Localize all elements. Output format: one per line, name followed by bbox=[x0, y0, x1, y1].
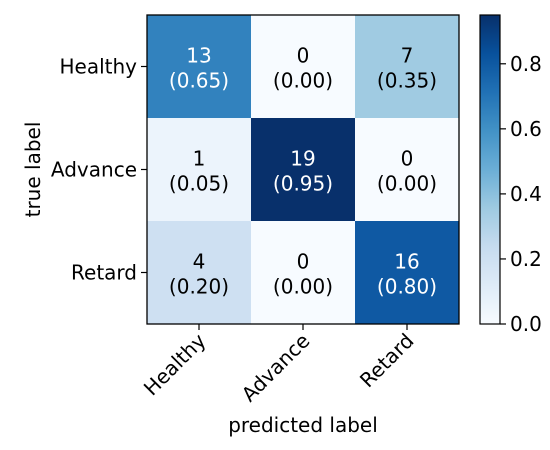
x-axis-title: predicted label bbox=[228, 413, 378, 437]
heatmap-cell bbox=[355, 221, 459, 324]
y-tick-label: Healthy bbox=[59, 55, 137, 79]
x-tick-label: Retard bbox=[355, 329, 419, 393]
cell-proportion-label: (0.00) bbox=[273, 275, 333, 299]
x-tick-label: Healthy bbox=[139, 328, 211, 400]
colorbar-tick-label: 0.8 bbox=[510, 52, 542, 76]
cell-proportion-label: (0.20) bbox=[169, 275, 229, 299]
cell-proportion-label: (0.00) bbox=[377, 172, 437, 196]
heatmap-cells: 13(0.65)0(0.00)7(0.35)1(0.05)19(0.95)0(0… bbox=[147, 15, 459, 324]
colorbar-tick-label: 0.0 bbox=[510, 312, 542, 336]
heatmap-cell bbox=[147, 15, 251, 118]
cell-count-label: 13 bbox=[186, 44, 211, 68]
cell-count-label: 0 bbox=[401, 147, 414, 171]
cell-count-label: 0 bbox=[297, 250, 310, 274]
colorbar-tick-label: 0.2 bbox=[510, 247, 542, 271]
cell-count-label: 4 bbox=[193, 250, 206, 274]
cell-count-label: 7 bbox=[401, 44, 414, 68]
colorbar-tick-label: 0.4 bbox=[510, 182, 542, 206]
colorbar bbox=[479, 14, 501, 325]
heatmap-cell bbox=[251, 15, 355, 118]
cell-proportion-label: (0.80) bbox=[377, 275, 437, 299]
cell-count-label: 1 bbox=[193, 147, 206, 171]
cell-count-label: 0 bbox=[297, 44, 310, 68]
cell-proportion-label: (0.35) bbox=[377, 69, 437, 93]
heatmap-cell bbox=[147, 221, 251, 324]
colorbar-ticks: 0.0 0.2 0.4 0.6 0.8 bbox=[500, 52, 542, 336]
heatmap-cell bbox=[355, 15, 459, 118]
heatmap-cell bbox=[147, 118, 251, 221]
heatmap-cell bbox=[251, 118, 355, 221]
cell-proportion-label: (0.65) bbox=[169, 69, 229, 93]
cell-count-label: 19 bbox=[290, 147, 315, 171]
cell-proportion-label: (0.05) bbox=[169, 172, 229, 196]
cell-proportion-label: (0.00) bbox=[273, 69, 333, 93]
y-tick-label: Advance bbox=[51, 158, 137, 182]
y-axis-title: true label bbox=[21, 122, 45, 218]
x-tick-label: Advance bbox=[237, 329, 315, 407]
cell-proportion-label: (0.95) bbox=[273, 172, 333, 196]
heatmap-cell bbox=[355, 118, 459, 221]
colorbar-tick-label: 0.6 bbox=[510, 117, 542, 141]
y-tick-label: Retard bbox=[71, 261, 137, 285]
heatmap-cell bbox=[251, 221, 355, 324]
cell-count-label: 16 bbox=[394, 250, 419, 274]
